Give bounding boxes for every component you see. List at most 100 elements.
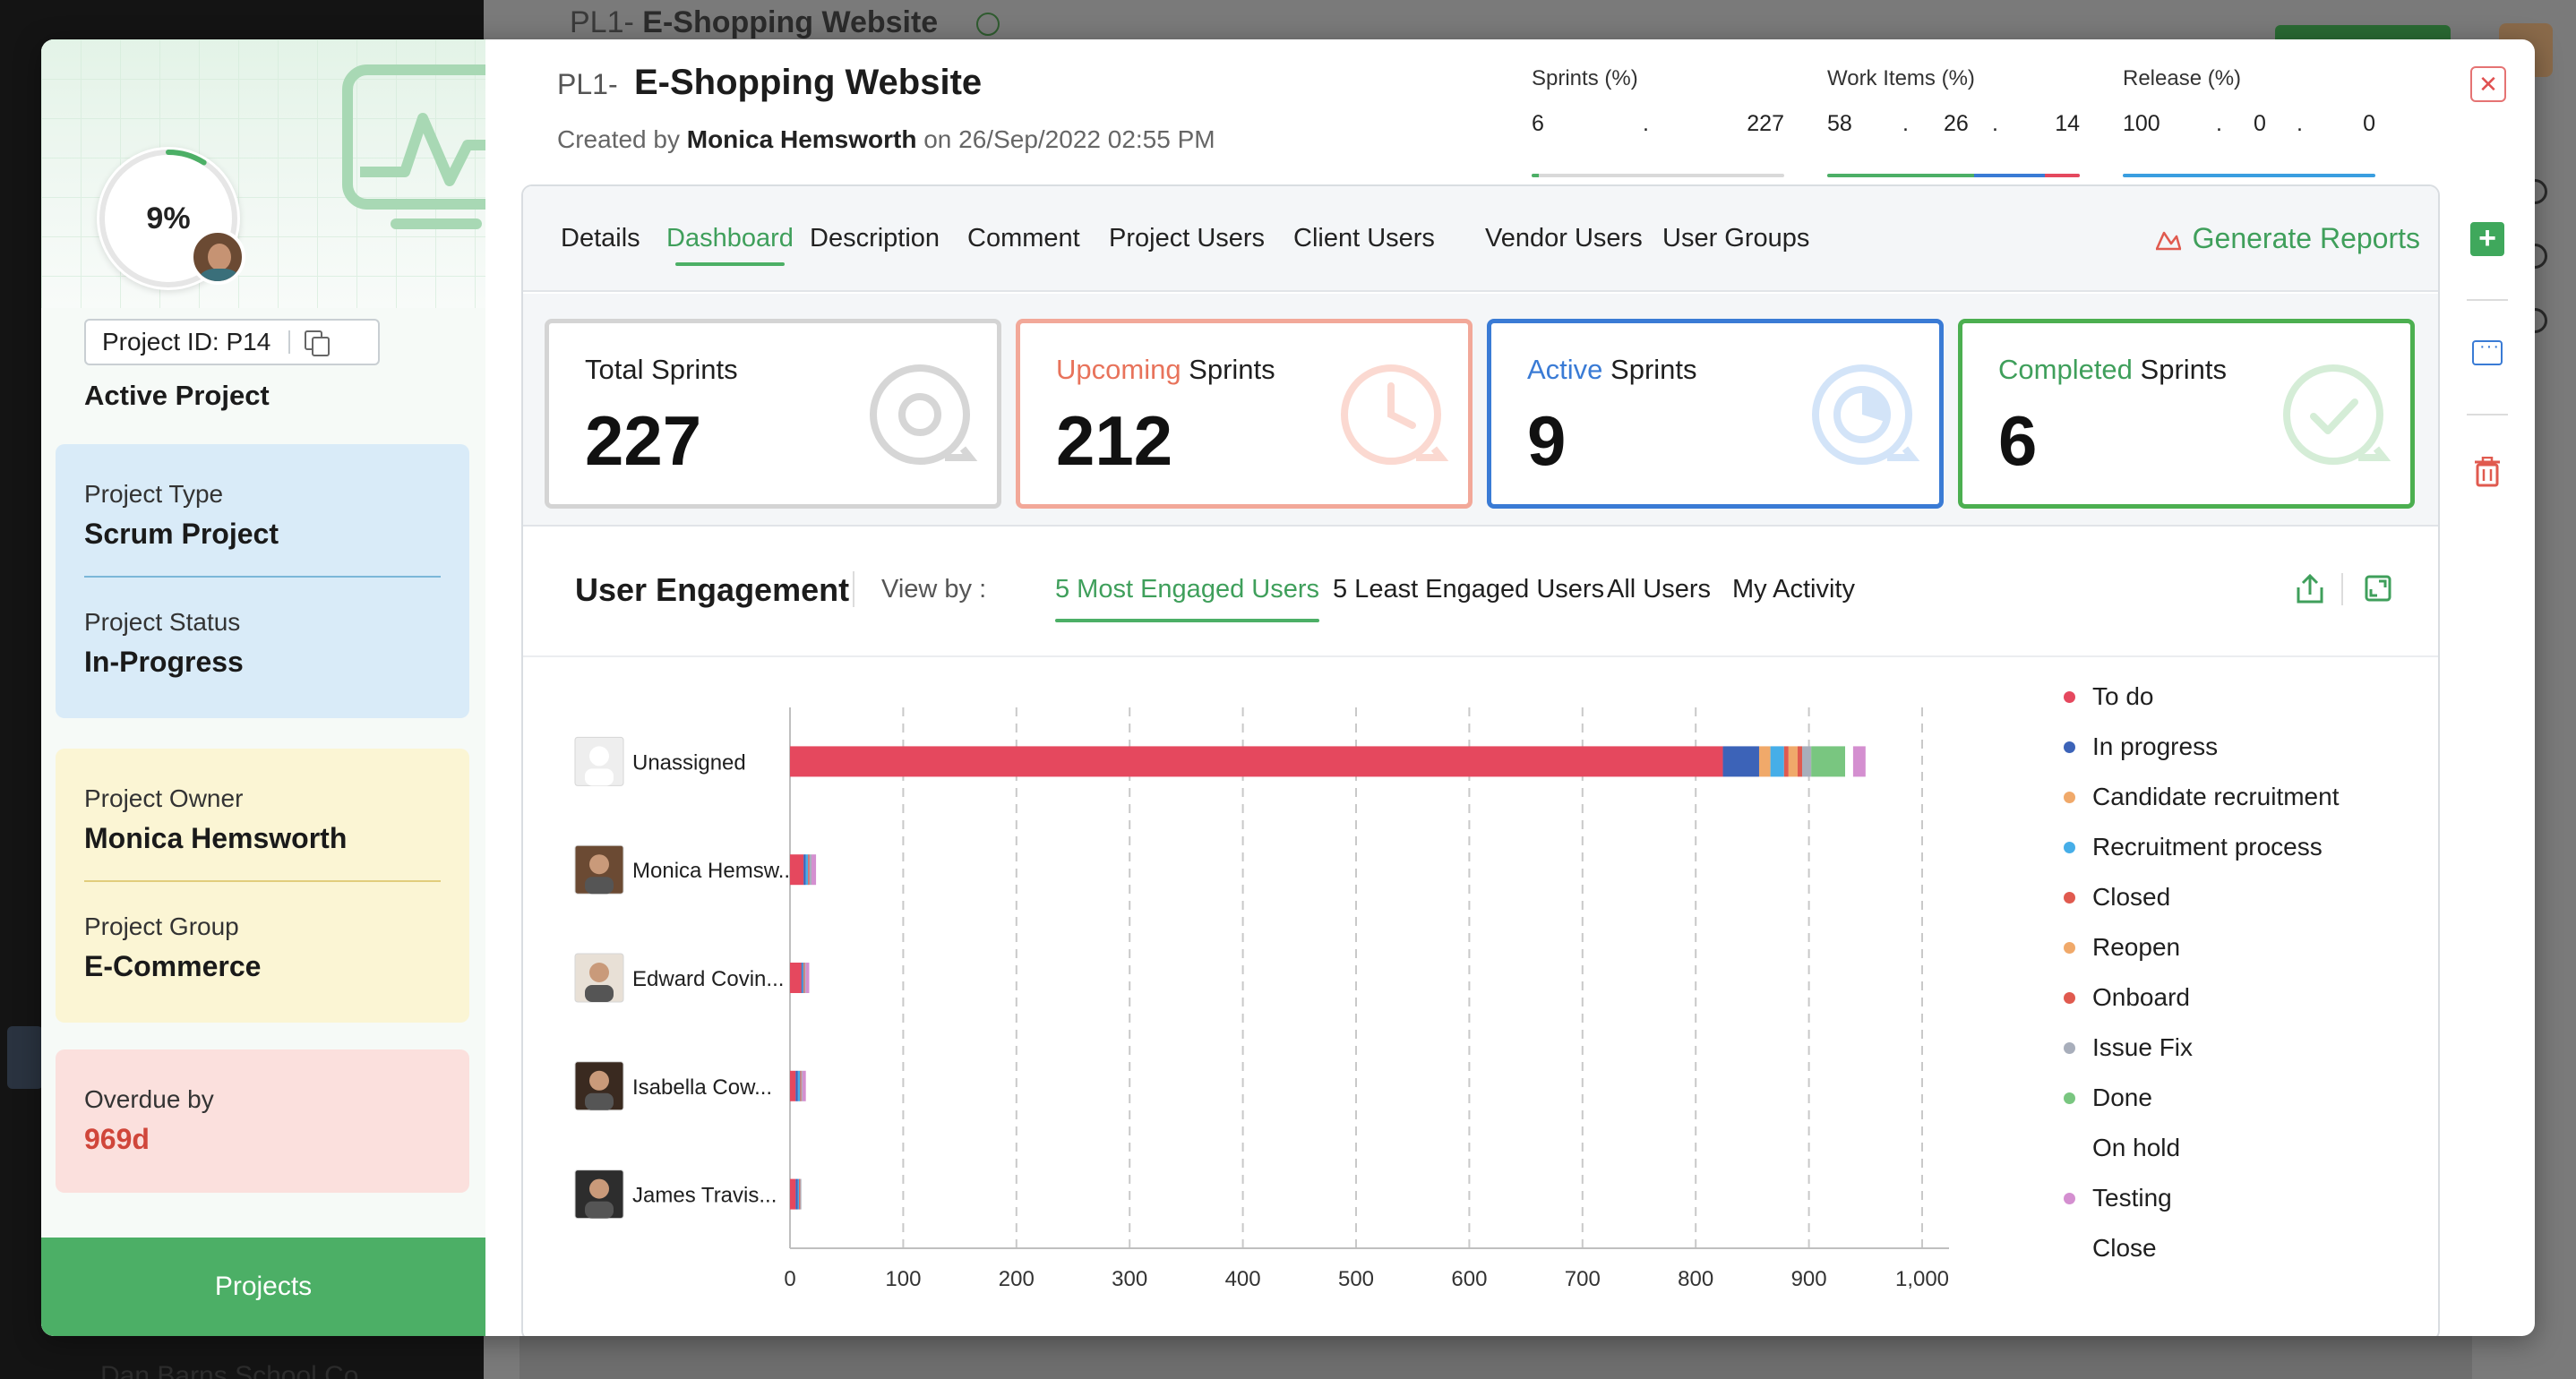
legend-dot (2064, 1092, 2075, 1104)
legend-item[interactable]: Closed (2064, 872, 2339, 922)
avatar-face (589, 854, 609, 875)
overdue-value: 969d (84, 1123, 150, 1155)
category-label: Monica Hemsw... (632, 859, 796, 883)
export-icon[interactable] (2295, 573, 2325, 605)
project-summary-panel: 9% Project ID: P14 Active Project Projec… (41, 39, 485, 1336)
user-engagement-chart: 0 100 200 300 400 500 600 700 800 900 1,000 Unassig… (574, 707, 1949, 1291)
completed-sprints-card[interactable]: Completed Sprints 6 (1958, 319, 2415, 509)
legend-item[interactable]: To do (2064, 672, 2339, 722)
legend-item[interactable]: In progress (2064, 722, 2339, 772)
pie-icon (1812, 364, 1920, 465)
bar-segment-recruitment-process (805, 854, 809, 886)
bar-segment-recruitment-process (797, 1070, 801, 1101)
progress-ring: 9% (97, 147, 240, 290)
bar-segment-in-progress (803, 854, 806, 886)
project-type-label: Project Type (84, 480, 224, 508)
comment-icon[interactable] (2472, 337, 2503, 365)
work-items-progress-bar (1827, 174, 2080, 177)
legend-item[interactable]: Done (2064, 1073, 2339, 1123)
view-most-engaged[interactable]: 5 Most Engaged Users (1055, 575, 1319, 622)
project-status-value: In-Progress (84, 646, 244, 678)
legend-item[interactable]: Onboard (2064, 972, 2339, 1023)
report-icon (2155, 231, 2181, 250)
category-label: James Travis... (632, 1184, 777, 1208)
tab-dashboard[interactable]: Dashboard (666, 224, 794, 266)
legend-item[interactable]: Close (2064, 1223, 2339, 1273)
tab-client-users[interactable]: Client Users (1293, 224, 1435, 253)
dashboard-panel: Details Dashboard Description Comment Pr… (521, 184, 2440, 1336)
view-my-activity[interactable]: My Activity (1732, 575, 1855, 604)
avatar-face (589, 963, 609, 982)
tab-bar: Details Dashboard Description Comment Pr… (523, 186, 2438, 292)
project-id-chip: Project ID: P14 (84, 319, 380, 365)
bar-segment-testing (802, 1070, 806, 1101)
work-items-stat: Work Items (%) 58 . 26 . 14 (1827, 66, 2080, 177)
background-bottom-text: Dan Barns School Co (100, 1361, 359, 1379)
user-engagement-section: User Engagement View by : 5 Most Engaged… (523, 528, 2438, 1336)
tab-project-users[interactable]: Project Users (1109, 224, 1266, 253)
generate-reports-button[interactable]: Generate Reports (2155, 222, 2420, 255)
project-title: E-Shopping Website (634, 63, 983, 102)
tab-comment[interactable]: Comment (967, 224, 1080, 253)
release-stat: Release (%) 100 . 0 . 0 (2123, 66, 2375, 177)
x-tick-label: 500 (1338, 1267, 1374, 1291)
legend-item[interactable]: Candidate recruitment (2064, 772, 2339, 822)
legend-item[interactable]: Reopen (2064, 922, 2339, 972)
close-button[interactable]: ✕ (2470, 66, 2506, 102)
bar-segment-issue-fix (801, 1070, 803, 1101)
legend-label: Testing (2092, 1184, 2172, 1212)
clock-icon (1341, 364, 1449, 465)
add-icon[interactable]: + (2470, 222, 2504, 256)
bar-segment-to-do (790, 746, 1723, 777)
upcoming-sprints-card[interactable]: Upcoming Sprints 212 (1016, 319, 1473, 509)
project-owner-card: Project Owner Monica Hemsworth Project G… (56, 749, 469, 1023)
bar-segment-testing (811, 854, 817, 886)
project-group-value: E-Commerce (84, 950, 262, 982)
avatar-face (589, 1178, 609, 1199)
total-sprints-card[interactable]: Total Sprints 227 (545, 319, 1001, 509)
avatar-body (585, 768, 614, 786)
legend-item[interactable]: Testing (2064, 1173, 2339, 1223)
project-id-label: Project ID: P14 (102, 328, 271, 355)
total-sprints-value: 227 (585, 401, 702, 480)
bar-segment-closed (803, 963, 805, 993)
bar-segment-in-progress (795, 1070, 798, 1101)
bar-segment-reopen (1788, 746, 1798, 777)
sprints-progress-bar (1532, 174, 1784, 177)
legend-dot (2064, 741, 2075, 753)
tab-vendor-users[interactable]: Vendor Users (1485, 224, 1643, 253)
bar-segment-closed (1783, 746, 1789, 777)
projects-button[interactable]: Projects (41, 1238, 485, 1336)
tab-user-groups[interactable]: User Groups (1662, 224, 1810, 253)
active-sprints-value: 9 (1527, 401, 1567, 480)
tab-description[interactable]: Description (810, 224, 940, 253)
legend-item[interactable]: On hold (2064, 1123, 2339, 1173)
background-bottom-bar (519, 1332, 2472, 1379)
active-sprints-card[interactable]: Active Sprints 9 (1487, 319, 1944, 509)
x-tick-label: 300 (1112, 1267, 1147, 1291)
bar-segment-to-do (790, 963, 802, 993)
copy-icon[interactable] (305, 330, 331, 356)
avatar-face (589, 1070, 609, 1091)
created-by-line: Created by Monica Hemsworth on 26/Sep/20… (557, 125, 1215, 153)
creator-name[interactable]: Monica Hemsworth (686, 125, 917, 153)
category-label: Edward Covin... (632, 967, 784, 991)
legend-item[interactable]: Recruitment process (2064, 822, 2339, 872)
legend-label: Onboard (2092, 983, 2190, 1011)
bar-segment-in-progress (1722, 746, 1759, 777)
x-tick-label: 800 (1678, 1267, 1713, 1291)
expand-icon[interactable] (2365, 575, 2391, 602)
upcoming-sprints-value: 212 (1056, 401, 1173, 480)
bar-segment-closed (808, 854, 810, 886)
legend-label: Issue Fix (2092, 1033, 2194, 1061)
view-least-engaged[interactable]: 5 Least Engaged Users (1333, 575, 1605, 604)
project-type-card: Project Type Scrum Project Project Statu… (56, 444, 469, 718)
x-tick-label: 100 (885, 1267, 921, 1291)
trash-icon[interactable] (2474, 457, 2501, 487)
legend-item[interactable]: Issue Fix (2064, 1023, 2339, 1073)
project-prefix: PL1- (557, 68, 618, 100)
avatar-body (585, 1201, 614, 1219)
sprints-stat: Sprints (%) 6 . 227 (1532, 66, 1784, 177)
tab-details[interactable]: Details (561, 224, 640, 253)
view-all-users[interactable]: All Users (1607, 575, 1712, 604)
